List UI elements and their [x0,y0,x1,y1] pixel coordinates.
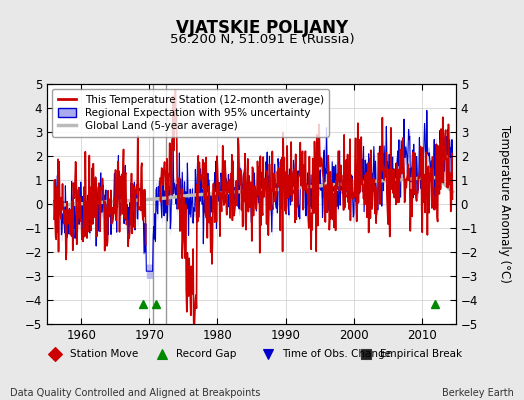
Legend: This Temperature Station (12-month average), Regional Expectation with 95% uncer: This Temperature Station (12-month avera… [52,89,329,136]
Text: VJATSKIE POLJANY: VJATSKIE POLJANY [176,19,348,37]
Text: 56.200 N, 51.091 E (Russia): 56.200 N, 51.091 E (Russia) [170,34,354,46]
Y-axis label: Temperature Anomaly (°C): Temperature Anomaly (°C) [498,125,510,283]
Text: Berkeley Earth: Berkeley Earth [442,388,514,398]
Text: Time of Obs. Change: Time of Obs. Change [282,350,391,359]
Text: Station Move: Station Move [70,350,138,359]
Text: Data Quality Controlled and Aligned at Breakpoints: Data Quality Controlled and Aligned at B… [10,388,261,398]
Text: Empirical Break: Empirical Break [380,350,462,359]
Text: Record Gap: Record Gap [176,350,236,359]
